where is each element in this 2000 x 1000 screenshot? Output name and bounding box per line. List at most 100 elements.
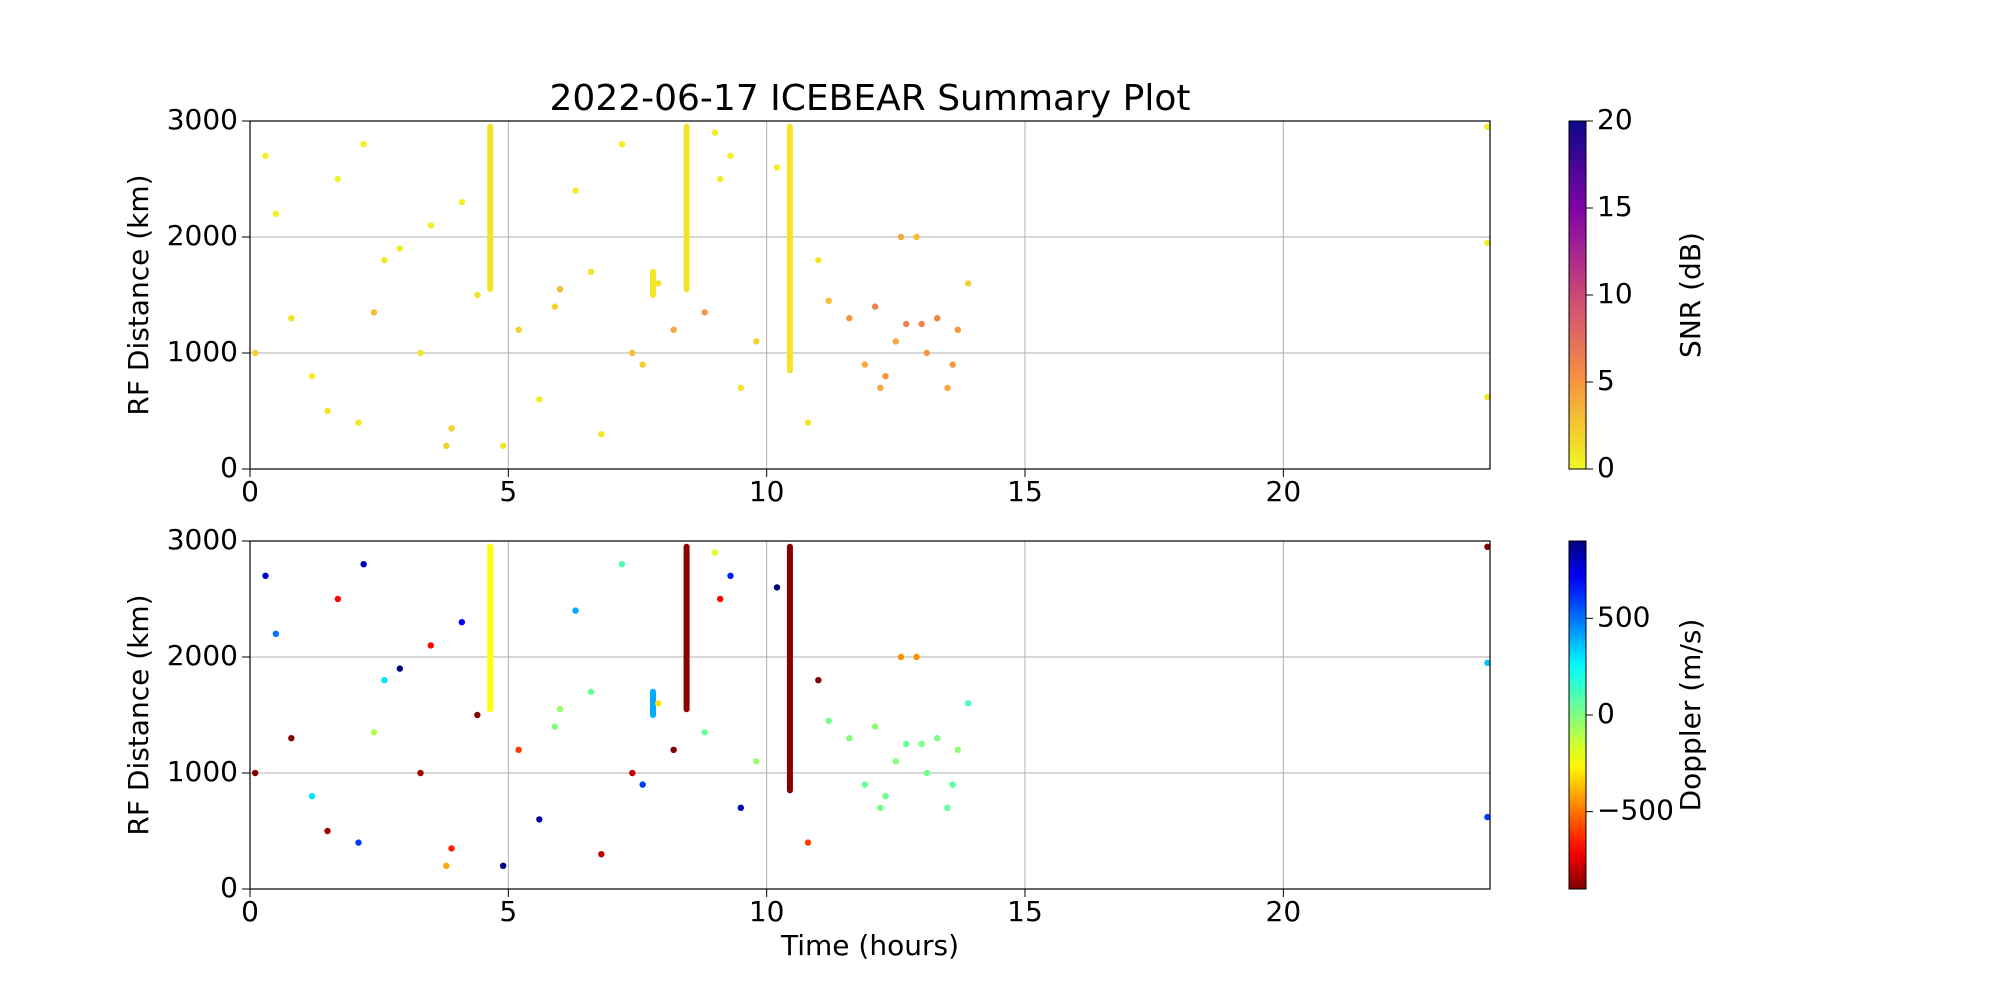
point: [902, 740, 910, 748]
point: [1484, 813, 1491, 821]
point: [448, 425, 455, 432]
colorbar-tick-label: 0: [1597, 697, 1615, 730]
point: [370, 729, 378, 736]
point: [892, 338, 900, 345]
y-axis-label: RF Distance (km): [122, 174, 155, 415]
colorbar-tick-label: 10: [1597, 277, 1633, 310]
y-tick-label: 3000: [167, 103, 238, 136]
point: [804, 419, 812, 426]
point: [381, 257, 388, 264]
point: [815, 677, 822, 684]
point: [536, 396, 543, 403]
colorbar-tick-label: 0: [1597, 451, 1615, 484]
point: [288, 735, 295, 742]
point: [804, 839, 812, 846]
colorbar-tick-label: 5: [1597, 364, 1615, 397]
point: [923, 769, 931, 777]
x-axis-label: Time (hours): [780, 929, 959, 962]
point: [251, 769, 259, 777]
point: [897, 233, 905, 241]
x-tick-label: 15: [1007, 475, 1043, 508]
point: [272, 630, 280, 637]
point: [846, 735, 853, 742]
point: [618, 141, 626, 148]
point: [877, 384, 884, 391]
point: [474, 711, 481, 719]
point: [324, 407, 331, 415]
y-tick-label: 1000: [167, 755, 238, 788]
point: [933, 735, 941, 742]
point: [815, 257, 822, 264]
point: [324, 827, 331, 835]
axes-frame: [249, 120, 1491, 470]
point: [474, 291, 481, 299]
point: [964, 280, 972, 287]
x-tick-label: 0: [241, 475, 259, 508]
y-tick-label: 3000: [167, 523, 238, 556]
point: [727, 152, 734, 159]
point: [262, 572, 269, 579]
point: [825, 717, 832, 724]
point: [629, 769, 636, 777]
colorbar-tick-label: 500: [1597, 600, 1650, 633]
point: [381, 677, 388, 684]
point: [949, 361, 956, 368]
axes-frame: [249, 540, 1491, 890]
x-tick-label: 20: [1266, 475, 1302, 508]
point: [572, 607, 579, 614]
point: [360, 141, 367, 148]
y-tick-label: 2000: [167, 219, 238, 252]
point: [701, 309, 708, 316]
point: [711, 549, 719, 556]
colorbar-tick-label: 15: [1597, 190, 1633, 223]
point: [515, 326, 522, 333]
point: [871, 723, 879, 730]
point: [716, 595, 724, 603]
point: [551, 723, 559, 730]
point: [716, 175, 724, 183]
point: [272, 210, 280, 217]
point: [711, 129, 719, 136]
point: [370, 309, 378, 316]
point: [443, 862, 450, 869]
point: [639, 781, 646, 788]
point: [1484, 543, 1491, 550]
x-tick-label: 0: [241, 895, 259, 928]
point: [1484, 659, 1491, 666]
point: [598, 851, 605, 858]
point: [877, 804, 884, 811]
point: [458, 199, 466, 206]
point: [933, 315, 941, 322]
x-tick-label: 15: [1007, 895, 1043, 928]
colorbar-label: Doppler (m/s): [1674, 619, 1707, 812]
x-tick-label: 10: [749, 895, 785, 928]
point: [944, 384, 951, 391]
point: [944, 804, 951, 811]
point: [396, 665, 404, 672]
point: [654, 700, 662, 707]
point: [556, 286, 564, 293]
x-tick-label: 5: [499, 475, 517, 508]
point: [670, 746, 677, 753]
point: [618, 561, 626, 568]
point: [262, 152, 269, 159]
point: [1484, 123, 1491, 130]
point: [551, 303, 559, 310]
point: [918, 320, 925, 328]
point: [1484, 239, 1491, 246]
point: [964, 700, 972, 707]
point: [954, 326, 962, 333]
point: [629, 349, 636, 357]
point: [913, 233, 920, 241]
point: [334, 175, 342, 183]
y-tick-label: 0: [220, 451, 238, 484]
point: [458, 619, 466, 626]
point: [499, 442, 507, 449]
x-tick-label: 20: [1266, 895, 1302, 928]
point: [572, 187, 579, 194]
x-tick-label: 5: [499, 895, 517, 928]
point: [949, 781, 956, 788]
point: [913, 653, 920, 661]
point: [871, 303, 879, 310]
